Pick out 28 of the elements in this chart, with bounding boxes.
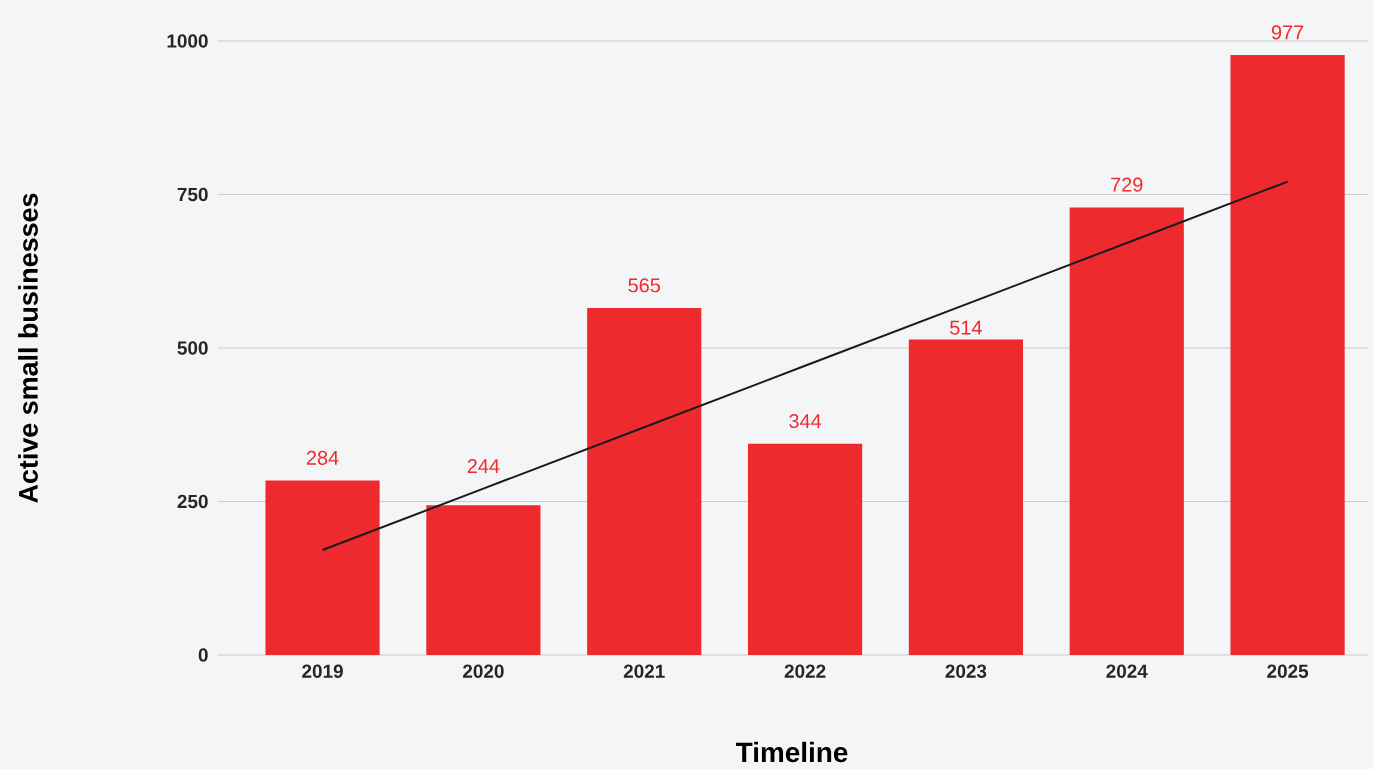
data-label: 344: [789, 413, 822, 429]
data-label: 514: [950, 320, 982, 335]
x-tick-label: 2020: [462, 664, 504, 678]
x-axis-title: Timeline: [736, 741, 848, 763]
y-tick-label: 0: [198, 648, 208, 662]
y-axis-title: Active small businesses: [18, 193, 38, 503]
bar: [265, 480, 380, 655]
bar: [1069, 207, 1184, 655]
x-tick-label: 2023: [945, 664, 987, 678]
data-label: 244: [467, 458, 500, 473]
y-tick-label: 250: [177, 494, 208, 509]
y-tick-label: 750: [177, 187, 208, 202]
bar: [908, 339, 1024, 655]
y-tick-label: 500: [177, 341, 208, 355]
x-tick-label: 2025: [1267, 664, 1309, 678]
data-label: 284: [306, 450, 339, 465]
x-tick-label: 2021: [623, 664, 665, 678]
bar: [426, 505, 541, 655]
bar: [747, 443, 863, 655]
data-label: 729: [1111, 177, 1143, 192]
x-tick-label: 2022: [784, 664, 826, 678]
data-label: 565: [628, 278, 661, 293]
x-tick-label: 2024: [1106, 664, 1148, 678]
y-tick-label: 1000: [167, 34, 208, 48]
data-label: 977: [1271, 25, 1304, 40]
bar: [1230, 55, 1345, 655]
bar: [587, 308, 702, 655]
x-tick-label: 2019: [302, 664, 343, 678]
